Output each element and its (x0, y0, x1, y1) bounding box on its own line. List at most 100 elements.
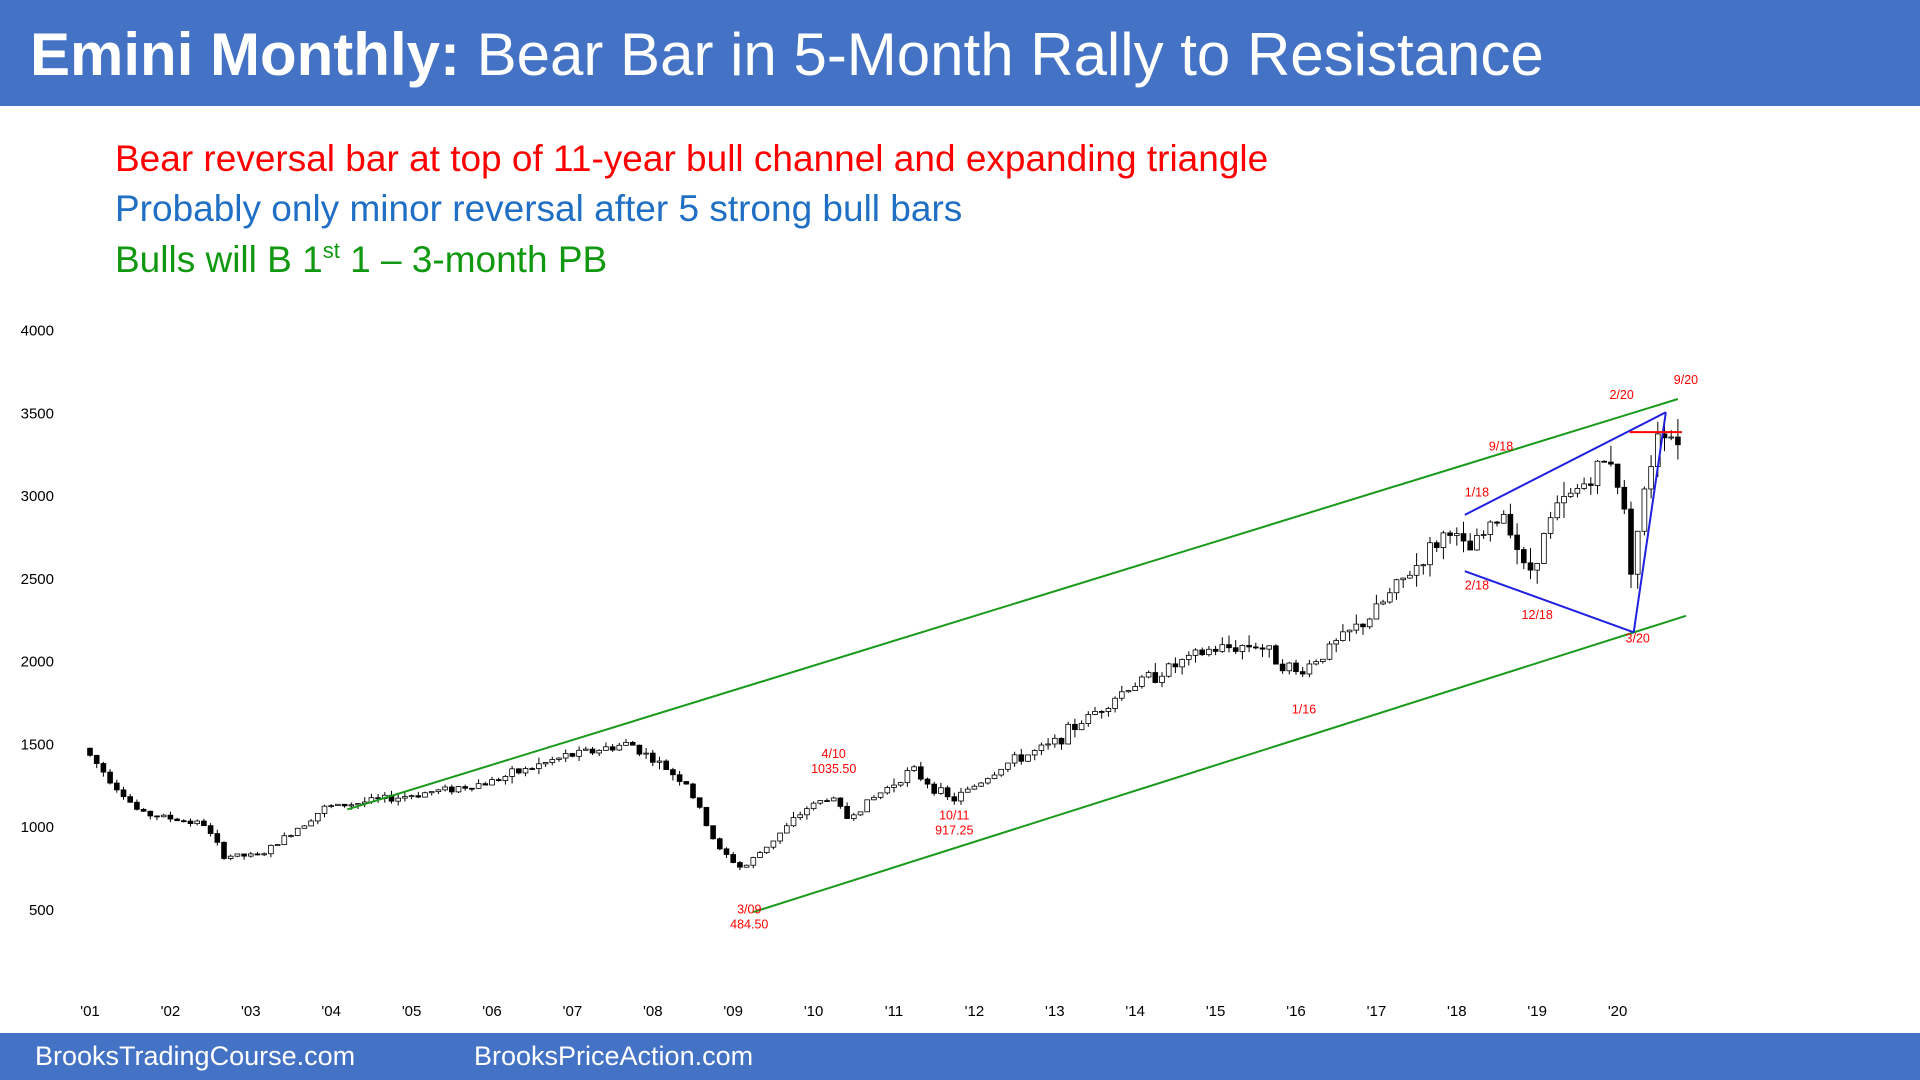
chart-annotation: 9/20 (1674, 373, 1698, 387)
x-tick-label: '16 (1286, 1003, 1306, 1020)
candle-body (227, 855, 234, 859)
candle-body (964, 788, 971, 793)
candle-body (770, 840, 777, 848)
candle-body (891, 784, 897, 788)
x-tick-label: '20 (1608, 1003, 1628, 1020)
candle-body (1467, 540, 1474, 551)
candle-body (321, 805, 328, 814)
candle-body (1112, 697, 1118, 709)
candle-body (221, 841, 227, 859)
candle-body (160, 814, 167, 818)
candle-body (663, 760, 669, 771)
candle-body (1145, 672, 1152, 678)
candle-body (616, 744, 623, 751)
candle-body (1413, 565, 1420, 576)
candle-body (1460, 533, 1467, 542)
candle-body (1299, 671, 1306, 675)
candle-body (810, 802, 817, 810)
candle-body (562, 753, 569, 759)
candle-body (1092, 711, 1098, 715)
x-tick-label: '07 (563, 1003, 583, 1020)
candle-body (415, 795, 422, 798)
candle-body (174, 818, 180, 822)
candle-body (301, 825, 308, 829)
candle-body (723, 848, 730, 855)
candle-body (696, 797, 703, 808)
x-tick-label: '14 (1125, 1003, 1145, 1020)
candle-body (777, 832, 783, 842)
candle-body (1360, 623, 1366, 628)
candle-body (730, 854, 736, 863)
candle-body (469, 787, 475, 790)
candle-body (763, 846, 770, 853)
candle-body (274, 844, 281, 846)
candle-body (422, 792, 428, 798)
candle-body (1018, 754, 1025, 762)
candle-body (1186, 654, 1192, 660)
candle-body (1038, 744, 1045, 751)
candle-body (978, 782, 984, 787)
candle-body (348, 804, 355, 807)
chart-annotation: 4/10 (822, 747, 846, 761)
candle-body (1648, 466, 1654, 490)
candle-body (737, 862, 743, 868)
candle-body (911, 766, 917, 771)
candle-body (288, 835, 294, 837)
candle-body (1567, 492, 1574, 497)
candle-body (194, 820, 201, 825)
candle-body (1139, 676, 1145, 687)
candle-body (824, 800, 830, 802)
x-tick-label: '13 (1045, 1003, 1065, 1020)
candle-body (1025, 754, 1031, 762)
candle-body (294, 827, 301, 836)
candle-body (395, 797, 401, 802)
candle-body (1614, 463, 1621, 488)
candle-body (1105, 708, 1112, 712)
candle-body (147, 810, 154, 817)
candle-body (556, 757, 562, 760)
candle-body (1507, 513, 1514, 536)
candle-body (1132, 686, 1139, 691)
candle-body (1072, 723, 1078, 731)
candle-body (455, 786, 462, 793)
candle-body (402, 796, 408, 799)
candle-body (140, 808, 147, 812)
candle-body (1232, 647, 1239, 652)
candle-body (683, 781, 690, 785)
candle-body (1634, 530, 1641, 575)
candle-body (830, 797, 837, 802)
candle-body (536, 763, 542, 769)
candle-body (985, 778, 991, 784)
candle-body (1065, 723, 1072, 745)
candle-body (1045, 743, 1051, 746)
candle-body (502, 776, 509, 781)
x-tick-label: '01 (80, 1003, 100, 1020)
candle-body (1159, 675, 1165, 683)
candle-body (1420, 564, 1427, 567)
candle-body (120, 789, 127, 798)
candle-body (717, 838, 723, 850)
candle-body (790, 817, 797, 827)
bulls-note-prefix: Bulls will B 1 (115, 239, 323, 280)
candle-body (180, 820, 187, 823)
candle-body (201, 820, 207, 827)
candle-body (609, 746, 616, 751)
y-tick-label: 2500 (21, 571, 54, 588)
candle-body (495, 779, 502, 781)
minor-reversal-note: Probably only minor reversal after 5 str… (115, 188, 963, 229)
chart-annotation: 2/20 (1609, 388, 1633, 402)
candle-body (1286, 662, 1293, 672)
x-tick-label: '06 (482, 1003, 502, 1020)
candle-body (877, 792, 884, 798)
candle-body (1031, 750, 1038, 756)
candle-body (1400, 577, 1407, 581)
candle-body (797, 814, 803, 818)
candle-body (1527, 562, 1534, 571)
candle-body (690, 783, 696, 799)
candle-body (971, 785, 978, 790)
candle-body (938, 787, 944, 794)
candle-body (589, 748, 596, 754)
candle-body (1246, 644, 1252, 648)
candle-body (1366, 618, 1373, 628)
